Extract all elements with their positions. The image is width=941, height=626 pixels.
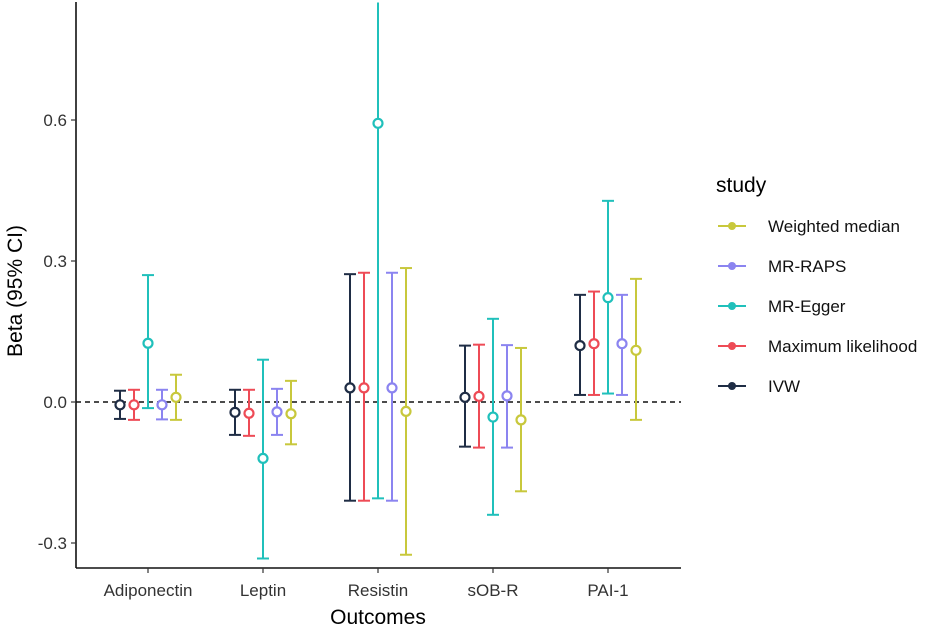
point-estimate (588, 338, 600, 350)
legend-key-dot (728, 302, 736, 310)
legend-label: Maximum likelihood (768, 337, 917, 356)
point-estimate (257, 452, 269, 464)
legend-item: Weighted median (718, 217, 900, 236)
point-estimate (616, 338, 628, 350)
y-tick-label: 0.0 (43, 393, 67, 412)
legend-label: MR-RAPS (768, 257, 846, 276)
point-estimate (156, 399, 168, 411)
legend-item: Maximum likelihood (718, 337, 917, 356)
legend-item: IVW (718, 377, 800, 396)
series-mr-egger (142, 2, 614, 560)
x-tick-label: Leptin (240, 581, 286, 600)
point-estimate (574, 340, 586, 352)
legend-label: IVW (768, 377, 800, 396)
point-estimate (459, 391, 471, 403)
point-estimate (229, 406, 241, 418)
point-estimate (400, 405, 412, 417)
legend-label: Weighted median (768, 217, 900, 236)
data-marks (114, 2, 642, 560)
x-tick-label: PAI-1 (587, 581, 628, 600)
series-maximum-likelihood (128, 271, 600, 502)
point-estimate (358, 382, 370, 394)
y-tick-label: -0.3 (38, 534, 67, 553)
point-estimate (487, 411, 499, 423)
x-tick-label: Resistin (348, 581, 408, 600)
y-tick-label: 0.6 (43, 111, 67, 130)
point-estimate (473, 390, 485, 402)
series-mr-raps (156, 271, 628, 502)
legend-item: MR-Egger (718, 297, 846, 316)
point-estimate (271, 406, 283, 418)
legend-key-dot (728, 342, 736, 350)
point-estimate (515, 414, 527, 426)
legend-key-dot (728, 262, 736, 270)
point-estimate (372, 117, 384, 129)
legend-label: MR-Egger (768, 297, 846, 316)
y-tick-label: 0.3 (43, 252, 67, 271)
point-estimate (630, 344, 642, 356)
x-axis: Adiponectin Leptin Resistin sOB-R PAI-1 (76, 567, 681, 600)
y-axis: -0.3 0.0 0.3 0.6 (38, 2, 77, 568)
point-estimate (501, 390, 513, 402)
y-axis-title: Beta (95% CI) (4, 225, 27, 357)
legend-title: study (716, 174, 767, 197)
point-estimate (602, 292, 614, 304)
point-estimate (114, 399, 126, 411)
x-axis-title: Outcomes (330, 606, 426, 626)
legend-key-dot (728, 222, 736, 230)
point-estimate (170, 391, 182, 403)
x-tick-label: Adiponectin (104, 581, 193, 600)
point-estimate (142, 337, 154, 349)
point-estimate (386, 382, 398, 394)
point-estimate (285, 408, 297, 420)
x-tick-label: sOB-R (468, 581, 519, 600)
legend-item: MR-RAPS (718, 257, 846, 276)
legend: study Weighted median MR-RAPS MR-Egger Maxi… (716, 174, 917, 396)
series-weighted-median (170, 267, 642, 556)
series-ivw (114, 273, 586, 502)
legend-key-dot (728, 382, 736, 390)
point-estimate (128, 399, 140, 411)
point-estimate (243, 407, 255, 419)
point-estimate (344, 382, 356, 394)
